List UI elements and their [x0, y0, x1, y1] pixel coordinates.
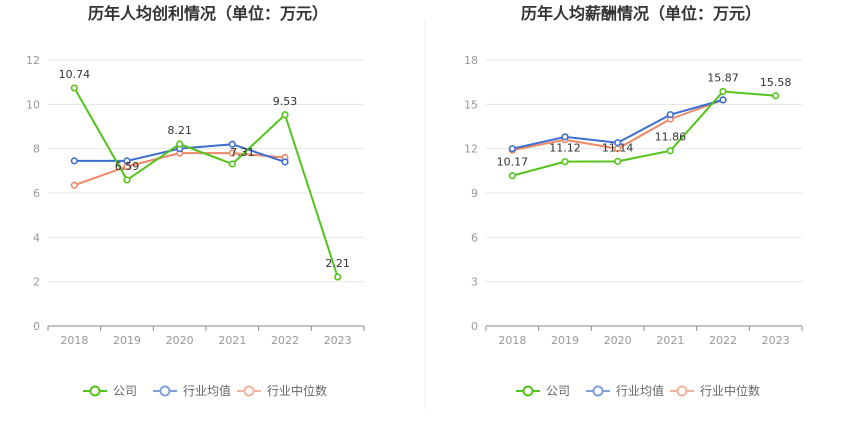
y-tick-label: 18	[464, 54, 478, 67]
x-tick-label: 2021	[656, 334, 684, 347]
data-point[interactable]	[123, 176, 131, 184]
x-tick-label: 2020	[604, 334, 632, 347]
legend-marker	[676, 385, 688, 397]
legend-label: 行业均值	[616, 383, 664, 398]
x-tick-label: 2018	[498, 334, 526, 347]
y-tick-label: 6	[33, 187, 40, 200]
data-point[interactable]	[228, 149, 236, 157]
series-1	[508, 96, 727, 153]
data-point[interactable]	[228, 160, 236, 168]
data-point[interactable]	[70, 84, 78, 92]
legend-item[interactable]: 行业中位数	[237, 383, 327, 398]
data-label: 9.53	[273, 95, 298, 108]
legend-item[interactable]: 公司	[83, 384, 137, 398]
series-0	[70, 84, 342, 281]
x-tick-label: 2018	[60, 334, 88, 347]
chart-title: 历年人均薪酬情况（单位：万元）	[521, 4, 761, 23]
data-point[interactable]	[334, 273, 342, 281]
x-tick-label: 2023	[324, 334, 352, 347]
y-tick-label: 8	[33, 143, 40, 156]
data-point[interactable]	[666, 147, 674, 155]
data-label: 6.59	[115, 160, 140, 173]
data-point[interactable]	[123, 157, 131, 165]
legend: 公司 行业均值 行业中位数	[516, 383, 760, 398]
legend-marker	[159, 385, 171, 397]
legend-label: 行业中位数	[700, 383, 760, 398]
data-label: 10.17	[497, 156, 529, 169]
y-tick-label: 2	[33, 276, 40, 289]
data-point[interactable]	[508, 172, 516, 180]
data-label: 11.12	[549, 142, 581, 155]
legend-label: 行业均值	[183, 383, 231, 398]
x-tick-label: 2022	[709, 334, 737, 347]
y-tick-label: 3	[471, 276, 478, 289]
legend-marker	[522, 385, 534, 397]
legend-marker	[89, 385, 101, 397]
legend-item[interactable]: 公司	[516, 384, 570, 398]
series-line	[512, 90, 776, 177]
y-tick-label: 6	[471, 231, 478, 244]
legend-marker	[592, 385, 604, 397]
legend: 公司 行业均值 行业中位数	[83, 383, 327, 398]
legend-marker	[243, 385, 255, 397]
chart-title: 历年人均创利情况（单位：万元）	[88, 4, 328, 23]
data-point[interactable]	[614, 139, 622, 147]
data-label: 11.14	[602, 141, 634, 154]
data-point[interactable]	[508, 145, 516, 153]
y-tick-label: 0	[33, 320, 40, 333]
legend-item[interactable]: 行业均值	[153, 383, 231, 398]
data-point[interactable]	[281, 158, 289, 166]
data-point[interactable]	[70, 157, 78, 165]
chart-panel-1: 历年人均创利情况（单位：万元） 0 2 4 6 8 10 12 2018 2019 2020 2021…	[26, 4, 365, 398]
y-tick-label: 9	[471, 187, 478, 200]
series-0	[508, 87, 780, 180]
legend-label: 公司	[113, 384, 137, 398]
data-point[interactable]	[666, 111, 674, 119]
data-point[interactable]	[176, 140, 184, 148]
series-line	[73, 87, 339, 278]
series-1	[70, 140, 289, 166]
data-point[interactable]	[614, 157, 622, 165]
x-tick-label: 2019	[113, 334, 141, 347]
data-point[interactable]	[561, 133, 569, 141]
data-label: 8.21	[167, 124, 192, 137]
x-tick-label: 2021	[218, 334, 246, 347]
x-tick-label: 2023	[762, 334, 790, 347]
data-point[interactable]	[561, 158, 569, 166]
data-label: 10.74	[59, 68, 91, 81]
data-label: 7.31	[230, 146, 255, 159]
data-point[interactable]	[281, 111, 289, 119]
data-point[interactable]	[228, 140, 236, 148]
series-2	[70, 149, 289, 189]
data-point[interactable]	[719, 87, 727, 96]
x-tick-label: 2019	[551, 334, 579, 347]
y-tick-label: 12	[464, 143, 478, 156]
y-tick-label: 0	[471, 320, 478, 333]
y-tick-label: 10	[26, 98, 40, 111]
y-tick-label: 12	[26, 54, 40, 67]
data-point[interactable]	[719, 96, 727, 104]
data-label: 2.21	[325, 257, 350, 270]
legend-item[interactable]: 行业中位数	[670, 383, 760, 398]
legend-item[interactable]: 行业均值	[586, 383, 664, 398]
data-point[interactable]	[70, 181, 78, 189]
legend-label: 行业中位数	[267, 383, 327, 398]
y-tick-label: 15	[464, 98, 478, 111]
data-point[interactable]	[772, 92, 780, 100]
chart-panel-2: 历年人均薪酬情况（单位：万元） 0 3 6 9 12 15 18 2018 2019 2020 202…	[464, 4, 803, 398]
x-tick-label: 2020	[166, 334, 194, 347]
legend-label: 公司	[546, 384, 570, 398]
data-label: 15.87	[707, 71, 739, 84]
data-label: 15.58	[760, 76, 792, 89]
y-tick-label: 4	[33, 231, 40, 244]
x-tick-label: 2022	[271, 334, 299, 347]
data-label: 11.86	[655, 131, 687, 144]
